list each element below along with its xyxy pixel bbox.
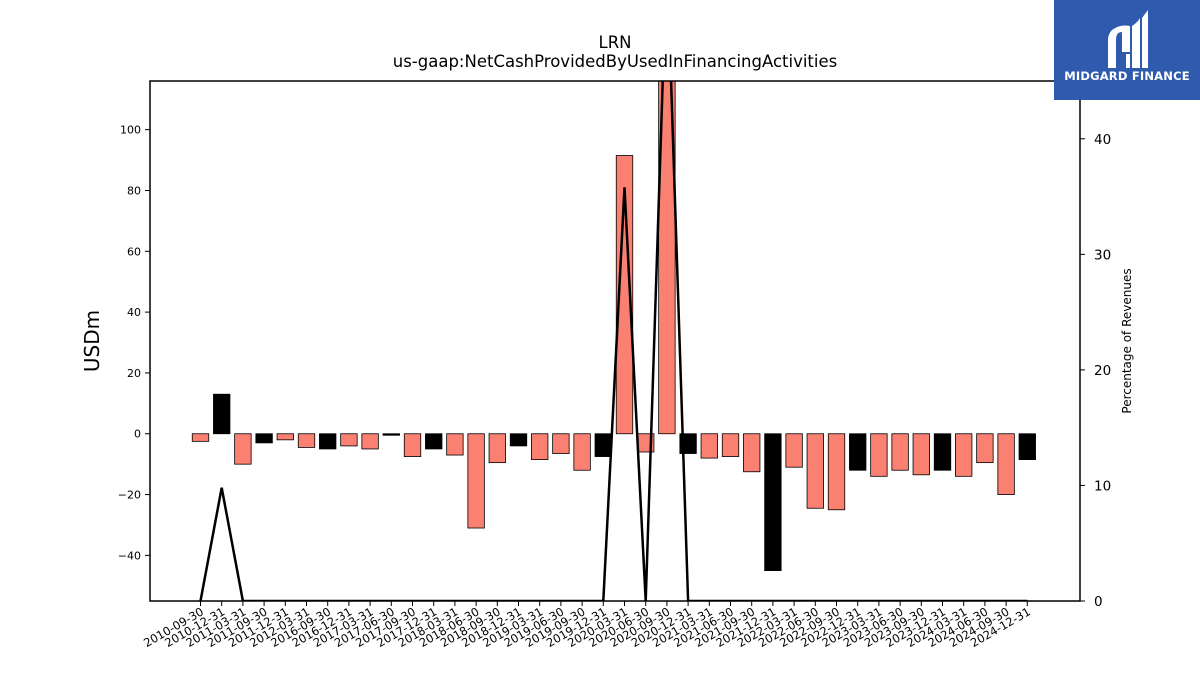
bar [658,81,676,435]
bar [573,433,591,471]
bar [213,393,231,435]
bar [467,433,485,529]
bar [552,433,570,454]
logo-text: MIDGARD FINANCE [1064,69,1190,83]
bar [912,433,930,476]
chart-subtitle: us-gaap:NetCashProvidedByUsedInFinancing… [392,52,838,71]
y-tick-label: 20 [127,367,141,380]
bar [297,433,316,448]
bar [891,433,909,471]
y-tick-label: −20 [118,489,141,502]
bar [594,433,612,457]
bar [785,433,803,468]
bar [509,433,528,447]
bar [721,433,740,457]
chart-title: LRN [598,33,632,52]
bar [403,433,422,457]
y-axis-label: USDm [80,310,104,372]
bar [870,433,888,477]
y2-tick-label: 0 [1094,594,1103,610]
bar [615,155,634,435]
bar [276,433,294,441]
plot-area [191,81,1036,601]
y2-tick-label: 20 [1094,363,1111,379]
percentage-line [199,81,1028,601]
bar [743,433,761,473]
bar [319,433,337,450]
bar [700,433,718,459]
bar [849,433,867,471]
y-tick-label: 80 [127,184,141,197]
y2-tick-label: 10 [1094,478,1111,494]
y-tick-label: 60 [127,245,141,258]
y-tick-label: 40 [127,306,141,319]
bar [361,433,379,450]
bar [191,433,210,442]
y2-tick-label: 40 [1094,132,1111,148]
bar [955,433,973,477]
bar [425,433,443,450]
bar [997,433,1015,495]
bar [976,433,994,464]
bar [806,433,824,509]
bar [531,433,549,461]
y-tick-label: −40 [118,549,141,562]
bar [827,433,846,511]
y-tick-label: 100 [120,124,141,137]
midgard-finance-logo: MIDGARD FINANCE [1054,0,1200,100]
bar [933,433,952,471]
bar [234,433,252,465]
bar [1018,433,1036,461]
bar [340,433,358,447]
bar [488,433,506,464]
y2-axis-label: Percentage of Revenues [1120,268,1134,413]
plot-frame [149,80,1081,602]
y-tick-label: 0 [134,428,141,441]
bar [764,433,782,571]
logo-mark-icon [1108,10,1148,68]
bar [255,433,273,444]
bar [446,433,464,456]
y2-tick-label: 30 [1094,247,1111,263]
bar [382,433,400,436]
